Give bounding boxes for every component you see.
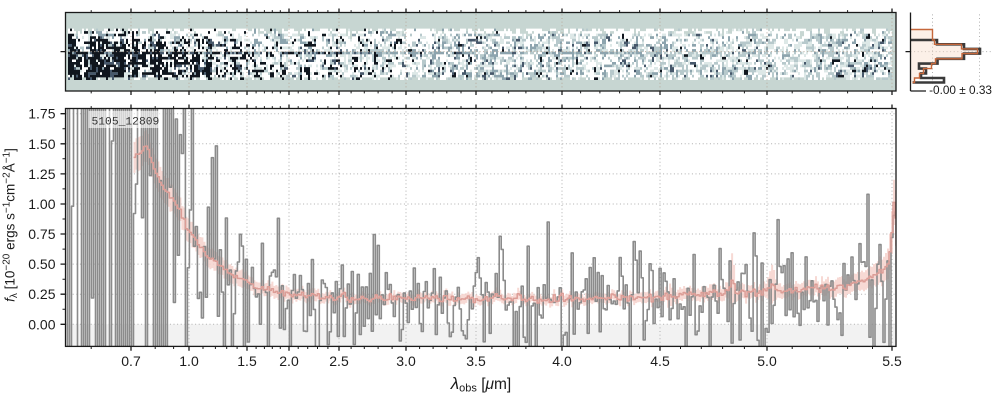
svg-text:0.50: 0.50: [28, 256, 55, 272]
svg-text:0.75: 0.75: [28, 226, 55, 242]
svg-text:2.0: 2.0: [279, 353, 299, 369]
svg-text:λobs [μm]: λobs [μm]: [450, 374, 511, 395]
svg-text:1.75: 1.75: [28, 106, 55, 122]
svg-text:5.5: 5.5: [882, 353, 902, 369]
svg-text:5105_12809: 5105_12809: [92, 117, 160, 129]
svg-text:0.7: 0.7: [121, 353, 141, 369]
svg-text:3.0: 3.0: [396, 353, 416, 369]
svg-text:2.5: 2.5: [329, 353, 349, 369]
svg-text:4.5: 4.5: [650, 353, 670, 369]
svg-text:4.0: 4.0: [552, 353, 572, 369]
svg-text:1.0: 1.0: [179, 353, 199, 369]
svg-text:0.25: 0.25: [28, 286, 55, 302]
svg-text:1.25: 1.25: [28, 166, 55, 182]
svg-text:1.5: 1.5: [237, 353, 257, 369]
svg-text:1.50: 1.50: [28, 136, 55, 152]
svg-text:5.0: 5.0: [757, 353, 777, 369]
svg-text:-0.00 ± 0.33: -0.00 ± 0.33: [929, 83, 992, 97]
svg-text:3.5: 3.5: [466, 353, 486, 369]
svg-text:1.00: 1.00: [28, 196, 55, 212]
svg-text:fλ [10−20 ergs s−1cm−2Å−1]: fλ [10−20 ergs s−1cm−2Å−1]: [2, 148, 21, 302]
svg-text:0.00: 0.00: [28, 316, 55, 332]
